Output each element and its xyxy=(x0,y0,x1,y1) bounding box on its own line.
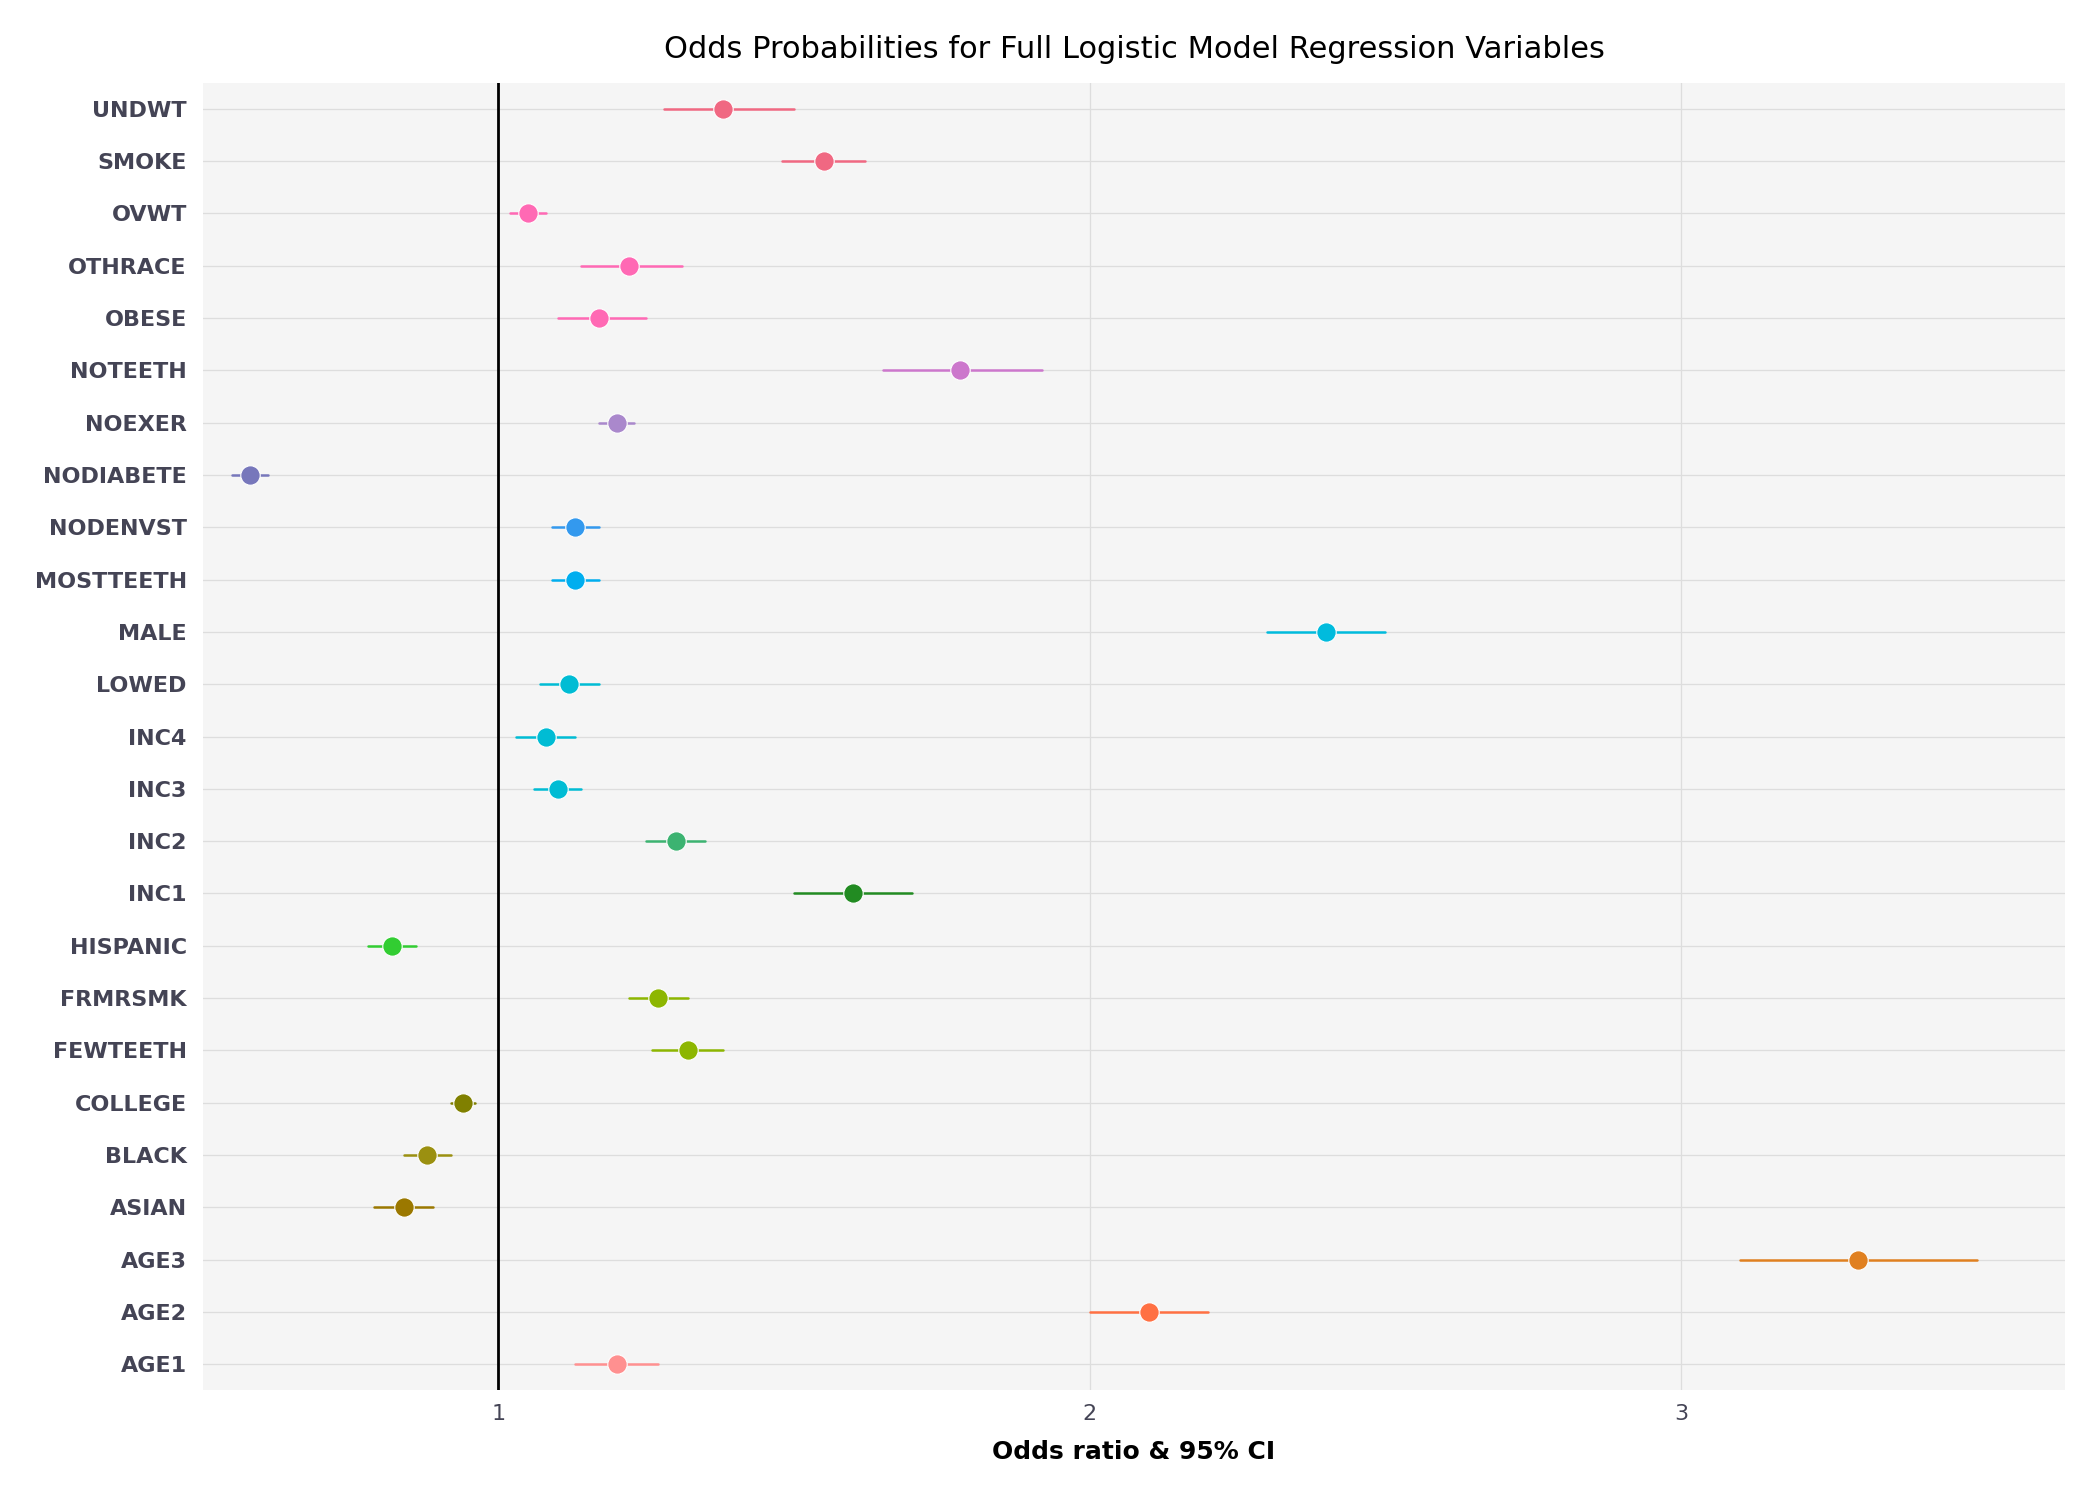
Title: Odds Probabilities for Full Logistic Model Regression Variables: Odds Probabilities for Full Logistic Mod… xyxy=(664,34,1604,64)
X-axis label: Odds ratio & 95% CI: Odds ratio & 95% CI xyxy=(993,1441,1275,1465)
